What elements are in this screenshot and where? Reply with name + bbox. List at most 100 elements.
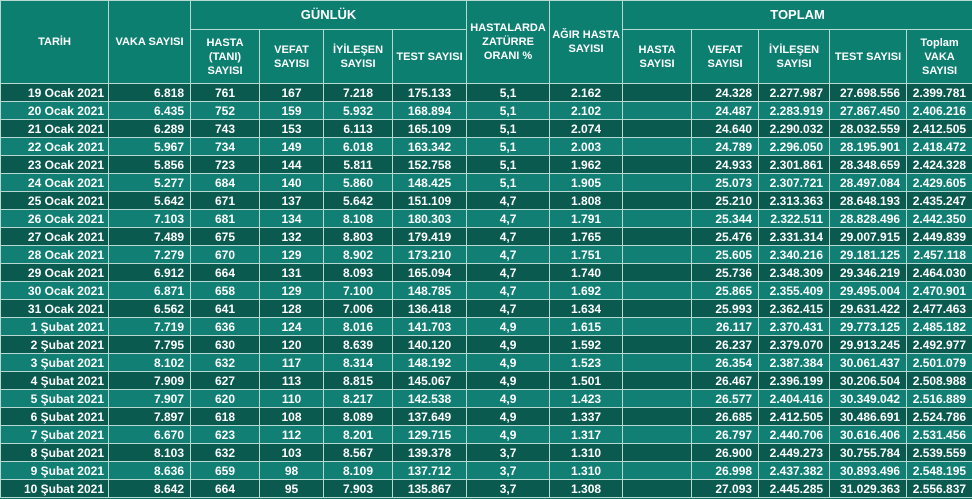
cell-hasta: 636 [190,317,260,336]
cell-toplam-vefat: 25.073 [691,173,760,192]
cell-toplam-hasta [622,227,693,246]
cell-agir: 1.337 [549,407,624,426]
cell-toplam-hasta [622,101,693,120]
cell-vefat: 137 [259,191,324,210]
cell-toplam-test: 29.773.125 [829,317,908,336]
cell-vaka: 7.795 [108,335,191,354]
cell-vaka: 5.642 [108,191,191,210]
cell-toplam-iyilesen: 2.340.216 [758,245,831,264]
cell-toplam-vaka: 2.418.472 [906,137,972,156]
cell-toplam-hasta [622,425,693,444]
cell-toplam-vefat: 24.640 [691,119,760,138]
cell-test: 148.425 [391,173,468,192]
cell-toplam-hasta [622,155,693,174]
cell-toplam-vaka: 2.449.839 [906,227,972,246]
table-row: 5 Şubat 2021 7.907 620 110 8.217 142.538 4,9 1.… [0,389,972,408]
cell-toplam-vaka: 2.485.182 [906,317,972,336]
cell-iyilesen: 8.803 [323,227,393,246]
cell-toplam-vaka: 2.516.889 [906,389,972,408]
cell-date: 20 Ocak 2021 [0,101,109,120]
cell-hasta: 743 [190,119,260,138]
cell-toplam-vaka: 2.442.350 [906,209,972,228]
cell-toplam-test: 30.486.691 [829,407,908,426]
cell-date: 2 Şubat 2021 [0,335,109,354]
cell-toplam-vaka: 2.457.118 [906,245,972,264]
header-toplam-hasta: HASTA SAYISI [622,29,693,84]
cell-vefat: 108 [259,407,324,426]
cell-toplam-vaka: 2.524.786 [906,407,972,426]
cell-zaturre: 4,9 [466,407,551,426]
cell-agir: 1.310 [549,461,624,480]
cell-toplam-hasta [622,245,693,264]
cell-toplam-hasta [622,191,693,210]
cell-date: 9 Şubat 2021 [0,461,109,480]
header-iyilesen: İYİLEŞEN SAYISI [323,29,393,84]
cell-date: 19 Ocak 2021 [0,83,109,102]
cell-toplam-test: 31.029.363 [829,479,908,498]
cell-date: 3 Şubat 2021 [0,353,109,372]
table-row: 22 Ocak 2021 5.967 734 149 6.018 163.342 5,1 2.… [0,137,972,156]
cell-vaka: 8.102 [108,353,191,372]
table-row: 2 Şubat 2021 7.795 630 120 8.639 140.120 4,9 1.… [0,335,972,354]
cell-hasta: 664 [190,479,260,498]
cell-toplam-hasta [622,137,693,156]
cell-agir: 1.808 [549,191,624,210]
cell-toplam-hasta [622,443,693,462]
cell-hasta: 664 [190,263,260,282]
cell-agir: 1.308 [549,479,624,498]
header-toplam-iyilesen: İYİLEŞEN SAYISI [758,29,831,84]
table-row: 7 Şubat 2021 6.670 623 112 8.201 129.715 4,9 1.… [0,425,972,444]
cell-toplam-vefat: 25.993 [691,299,760,318]
cell-agir: 1.692 [549,281,624,300]
cell-toplam-iyilesen: 2.331.314 [758,227,831,246]
cell-toplam-vaka: 2.501.079 [906,353,972,372]
cell-agir: 2.102 [549,101,624,120]
cell-toplam-hasta [622,407,693,426]
cell-test: 179.419 [391,227,468,246]
cell-iyilesen: 5.811 [323,155,393,174]
cell-agir: 1.523 [549,353,624,372]
cell-toplam-iyilesen: 2.445.285 [758,479,831,498]
cell-date: 6 Şubat 2021 [0,407,109,426]
cell-hasta: 681 [190,209,260,228]
cell-zaturre: 5,1 [466,119,551,138]
cell-vefat: 149 [259,137,324,156]
cell-toplam-test: 28.348.659 [829,155,908,174]
table-row: 24 Ocak 2021 5.277 684 140 5.860 148.425 5,1 1.… [0,173,972,192]
cell-test: 151.109 [391,191,468,210]
cell-agir: 1.634 [549,299,624,318]
cell-hasta: 761 [190,83,260,102]
cell-vaka: 7.719 [108,317,191,336]
cell-toplam-vefat: 25.476 [691,227,760,246]
cell-date: 31 Ocak 2021 [0,299,109,318]
cell-zaturre: 4,7 [466,209,551,228]
cell-hasta: 675 [190,227,260,246]
cell-toplam-iyilesen: 2.296.050 [758,137,831,156]
cell-test: 141.703 [391,317,468,336]
cell-iyilesen: 8.093 [323,263,393,282]
header-tarih: TARİH [0,0,109,84]
header-vaka-sayisi: VAKA SAYISI [108,0,191,84]
cell-test: 139.378 [391,443,468,462]
cell-toplam-vaka: 2.508.988 [906,371,972,390]
header-toplam-group: TOPLAM [622,0,972,30]
cell-iyilesen: 8.314 [323,353,393,372]
header-vefat: VEFAT SAYISI [259,29,324,84]
table-row: 9 Şubat 2021 8.636 659 98 8.109 137.712 3,7 1.3… [0,461,972,480]
cell-zaturre: 3,7 [466,443,551,462]
cell-test: 135.867 [391,479,468,498]
cell-toplam-vaka: 2.492.977 [906,335,972,354]
cell-toplam-vefat: 26.685 [691,407,760,426]
table-row: 3 Şubat 2021 8.102 632 117 8.314 148.192 4,9 1.… [0,353,972,372]
cell-zaturre: 4,9 [466,425,551,444]
cell-hasta: 618 [190,407,260,426]
cell-toplam-vefat: 26.577 [691,389,760,408]
cell-toplam-hasta [622,83,693,102]
header-zaturre-orani: HASTALARDA ZATÜRRE ORANI % [466,0,551,84]
cell-vefat: 117 [259,353,324,372]
table-row: 20 Ocak 2021 6.435 752 159 5.932 168.894 5,1 2.… [0,101,972,120]
cell-toplam-vaka: 2.548.195 [906,461,972,480]
cell-toplam-vefat: 26.998 [691,461,760,480]
cell-toplam-hasta [622,281,693,300]
cell-agir: 1.501 [549,371,624,390]
